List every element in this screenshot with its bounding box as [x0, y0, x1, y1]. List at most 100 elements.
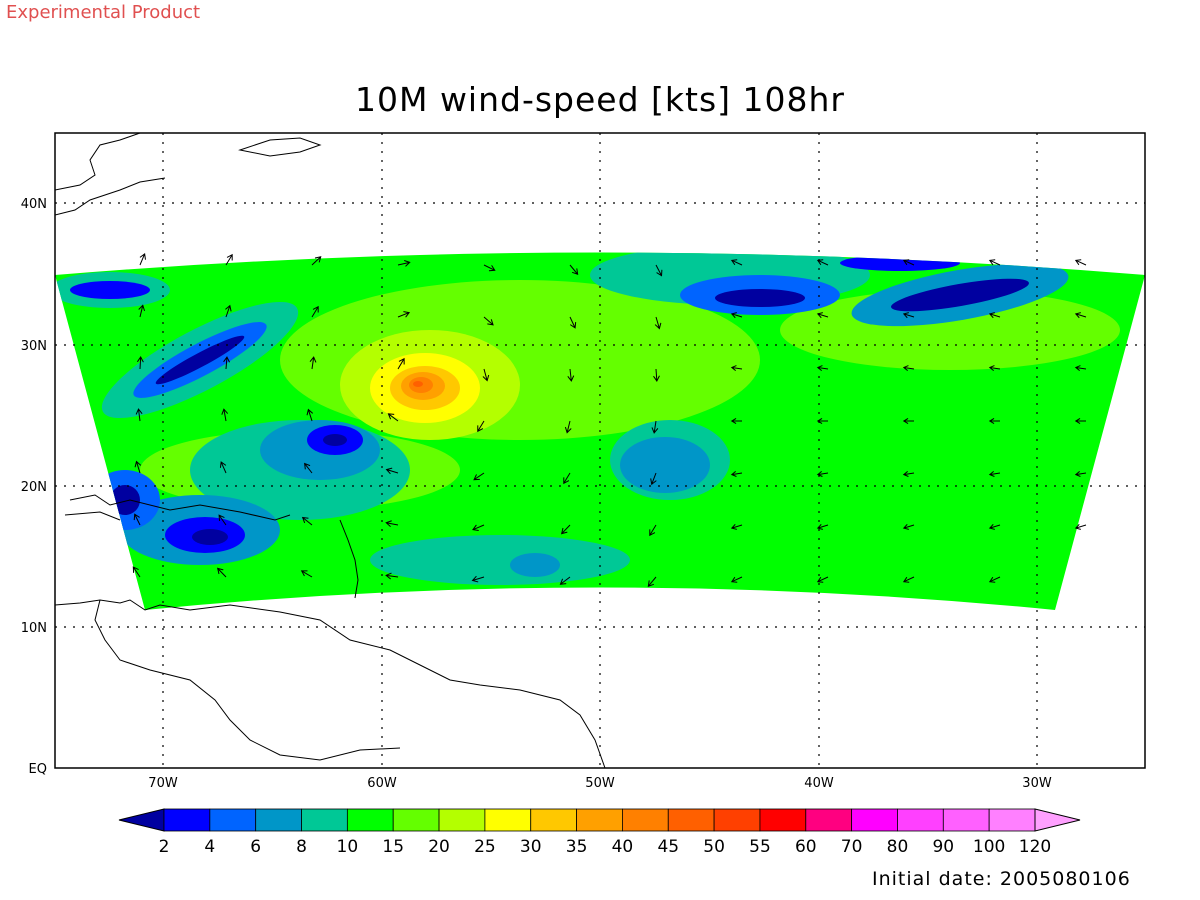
wind-vector-arrow: [730, 523, 743, 530]
colorbar-arrow-low: [118, 808, 165, 832]
wind-vector-arrow: [385, 572, 399, 580]
lat-label-20n: 20N: [21, 480, 47, 495]
wind-vector-arrow: [225, 253, 233, 266]
wind-vector-arrow: [309, 356, 317, 370]
wind-vector-arrow: [816, 418, 829, 424]
colorbar-swatch: [988, 808, 1036, 832]
wind-vector-arrow: [136, 356, 144, 370]
colorbar-swatch: [255, 808, 302, 832]
wind-vector-arrow: [304, 462, 313, 474]
colorbar-label: 2: [159, 837, 170, 857]
coastlines: [55, 133, 606, 768]
wind-vector-arrow: [988, 418, 1001, 424]
wind-vector-arrow: [133, 513, 141, 526]
wind-vector-arrow: [730, 470, 743, 477]
wind-vector-arrow: [138, 304, 146, 318]
map-title: 10M wind-speed [kts] 108hr: [354, 80, 845, 119]
colorbar-swatch: [163, 808, 211, 832]
wind-vector-arrow: [306, 408, 314, 422]
wind-vector-arrow: [483, 264, 496, 272]
wind-vector-arrow: [655, 264, 663, 277]
colorbar-label: 20: [428, 837, 450, 857]
wind-vector-arrow: [397, 357, 405, 370]
wind-vector-arrow: [567, 368, 575, 382]
colorbar-label: 60: [795, 837, 817, 857]
colorbar-label: 90: [932, 837, 954, 857]
wind-vector-arrow: [477, 420, 485, 433]
wind-vector-arrow: [730, 418, 743, 424]
colorbar-label: 30: [520, 837, 542, 857]
wind-vector-arrow: [563, 472, 571, 485]
wind-vector-arrow: [730, 576, 743, 583]
colorbar-label: 45: [657, 837, 679, 857]
colorbar-swatch: [713, 808, 761, 832]
wind-vector-arrow: [471, 575, 485, 583]
colorbar-swatch: [392, 808, 440, 832]
colorbar-swatch: [851, 808, 898, 832]
colorbar-label: 10: [337, 837, 359, 857]
wind-vector-arrow: [569, 316, 577, 329]
colorbar-label: 4: [204, 837, 215, 857]
colorbar-swatch: [484, 808, 532, 832]
colorbar-arrow-high: [1034, 808, 1081, 832]
wind-vector-arrow: [132, 566, 141, 578]
wind-vector-arrow: [134, 460, 142, 474]
wind-vector-arrow: [135, 408, 143, 422]
wind-vector-arrow: [902, 418, 915, 424]
colorbar-label: 120: [1019, 837, 1051, 857]
lon-label-50w: 50W: [585, 776, 615, 791]
wind-vector-arrow: [225, 304, 232, 318]
wind-vector-arrow: [988, 470, 1001, 477]
wind-vector-arrow: [1074, 259, 1087, 266]
wind-vector-arrow: [902, 523, 915, 530]
wind-vector-arrow: [300, 570, 313, 578]
wind-vector-arrow: [385, 520, 399, 527]
wind-vector-arrow: [219, 461, 227, 474]
wind-vector-arrow: [218, 514, 227, 526]
colorbar-label: 80: [887, 837, 909, 857]
wind-vector-arrow: [902, 259, 915, 266]
colorbar-swatch: [530, 808, 577, 832]
wind-vector-arrow: [653, 368, 660, 382]
wind-vector-arrow: [730, 312, 743, 319]
lat-label-30n: 30N: [21, 339, 47, 354]
wind-vector-arrow: [647, 576, 657, 587]
colorbar-label: 40: [612, 837, 634, 857]
lat-label-eq: EQ: [29, 762, 47, 777]
colorbar-swatch: [805, 808, 853, 832]
wind-vector-arrow: [988, 523, 1001, 530]
lon-label-30w: 30W: [1022, 776, 1052, 791]
colorbar-label: 50: [703, 837, 725, 857]
colorbar-swatch: [759, 808, 807, 832]
colorbar-swatch: [942, 808, 990, 832]
colorbar-swatch: [667, 808, 715, 832]
colorbar-label: 70: [841, 837, 863, 857]
wind-vector-arrow: [473, 472, 485, 481]
initial-date: Initial date: 2005080106: [872, 868, 1131, 890]
colorbar-label: 55: [749, 837, 771, 857]
wind-vector-arrow: [816, 365, 829, 372]
wind-vector-arrow: [1074, 470, 1087, 477]
colorbar-label: 35: [566, 837, 588, 857]
wind-vectors: [132, 253, 1087, 587]
wind-vector-arrow: [650, 472, 657, 486]
colorbar-label: 8: [296, 837, 307, 857]
wind-vector-arrow: [559, 576, 571, 585]
wind-vector-arrow: [902, 312, 915, 319]
wind-vector-arrow: [902, 470, 915, 477]
wind-vector-arrow: [649, 524, 657, 537]
lat-label-40n: 40N: [21, 197, 47, 212]
wind-vector-arrow: [385, 467, 399, 475]
wind-vector-arrow: [482, 368, 490, 382]
lon-label-40w: 40W: [804, 776, 834, 791]
wind-vector-arrow: [397, 311, 411, 318]
colorbar-swatch: [622, 808, 669, 832]
wind-vector-arrow: [221, 408, 229, 422]
colorbar-label: 100: [973, 837, 1005, 857]
wind-vector-arrow: [472, 524, 485, 531]
wind-vector-arrow: [988, 365, 1001, 372]
wind-vector-arrow: [902, 365, 915, 372]
wind-vector-arrow: [816, 470, 829, 477]
wind-vector-arrow: [139, 253, 146, 266]
wind-vector-arrow: [311, 305, 319, 318]
